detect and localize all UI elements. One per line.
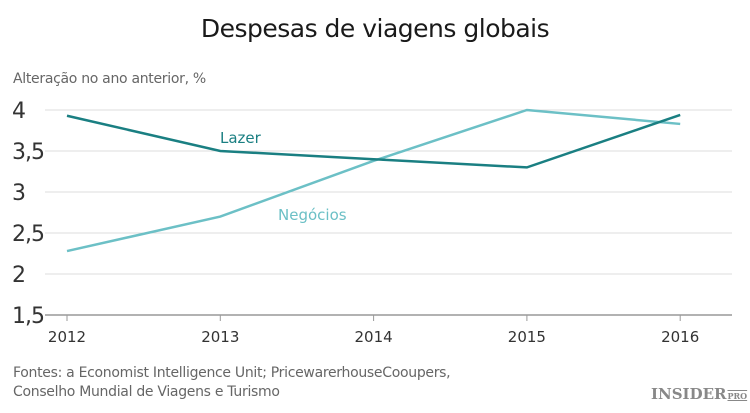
- y-tick-label: 2: [12, 263, 25, 288]
- source-line-1: Fontes: a Economist Intelligence Unit; P…: [13, 365, 451, 381]
- source-line-2: Conselho Mundial de Viagens e Turismo: [13, 384, 280, 400]
- series-line-negocios: [66, 108, 681, 253]
- x-tick-label: 2012: [48, 328, 86, 346]
- x-tick-label: 2015: [508, 328, 546, 346]
- y-tick-label: 4: [12, 99, 25, 124]
- x-tick-label: 2016: [661, 328, 699, 346]
- y-axis-label: Alteração no ano anterior, %: [13, 71, 206, 87]
- y-tick-label: 3,5: [12, 140, 44, 165]
- series-line-lazer: [66, 113, 681, 169]
- x-tick-label: 2014: [355, 328, 393, 346]
- chart-title: Despesas de viagens globais: [200, 14, 550, 43]
- y-tick-label: 3: [12, 181, 25, 206]
- x-tick-label: 2013: [201, 328, 239, 346]
- series-label: Lazer: [220, 129, 262, 147]
- y-tick-label: 1,5: [12, 304, 44, 329]
- insider-pro-logo: INSIDERPRO: [651, 385, 748, 403]
- y-tick-label: 2,5: [12, 222, 44, 247]
- series-label: Negócios: [278, 206, 347, 224]
